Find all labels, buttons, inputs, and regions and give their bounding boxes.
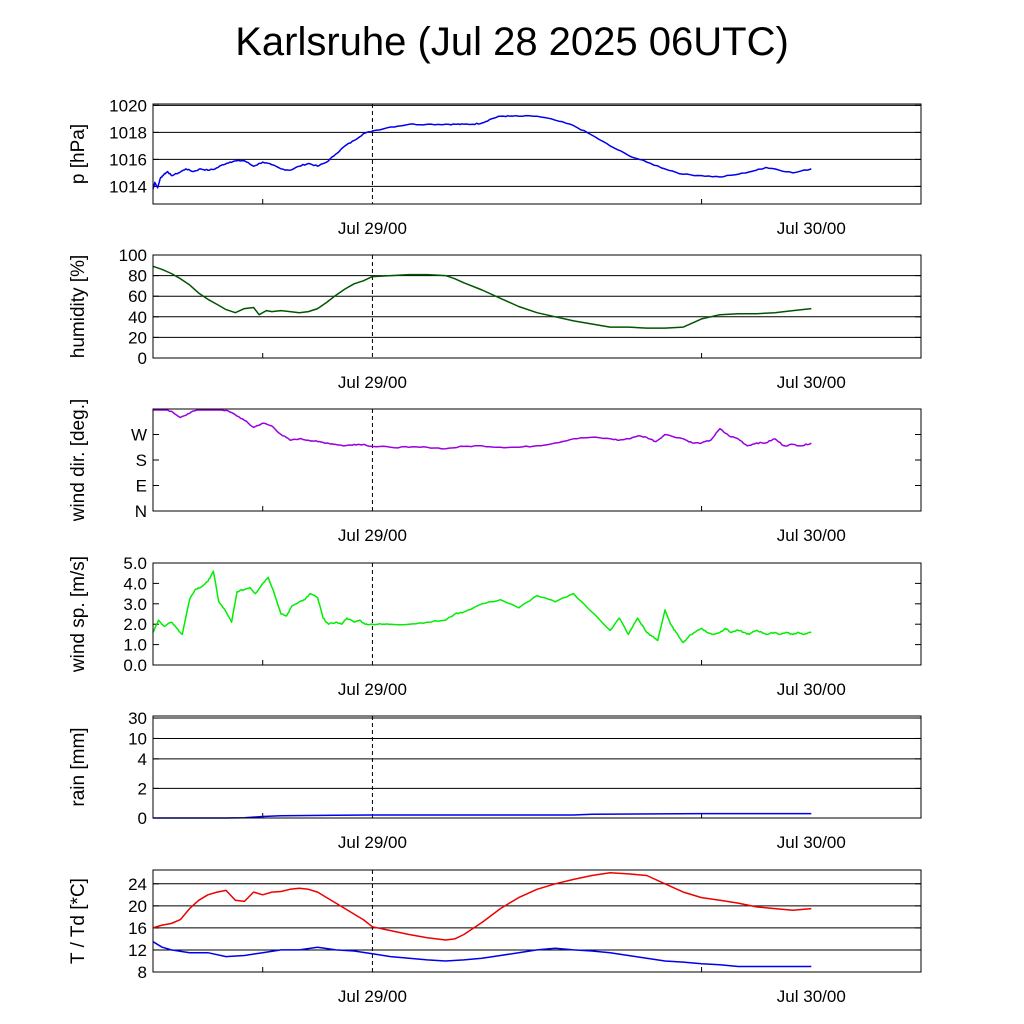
y-tick-label: 5.0 [123,554,147,573]
x-tick-label: Jul 29/00 [338,680,407,699]
y-tick-label: W [131,426,147,445]
y-tick-label: 0 [138,809,147,828]
y-tick-label: S [136,451,147,470]
y-tick-label: 24 [128,875,147,894]
series-line-0 [152,570,812,644]
y-axis-label: T / Td [*C] [68,878,89,964]
series-line-1 [152,941,812,968]
y-tick-label: 0 [138,349,147,368]
series-line-0 [153,409,812,450]
x-tick-label: Jul 30/00 [777,680,846,699]
y-tick-label: 16 [128,919,147,938]
y-tick-label: 60 [128,287,147,306]
y-tick-label: 2.0 [123,615,147,634]
x-tick-label: Jul 29/00 [338,219,407,238]
plot-frame [152,715,922,819]
y-tick-label: 40 [128,308,147,327]
y-axis-label: humidity [%] [68,255,89,358]
y-tick-label: 3.0 [123,595,147,614]
plot-frame [152,254,922,359]
y-tick-label: 20 [128,897,147,916]
y-tick-label: 12 [128,941,147,960]
series-line-0 [153,812,812,819]
y-tick-label: 80 [128,267,147,286]
x-tick-label: Jul 29/00 [338,833,407,852]
series-line-0 [152,872,812,941]
x-tick-label: Jul 30/00 [777,373,846,392]
x-tick-label: Jul 29/00 [338,987,407,1006]
y-tick-label: 4 [138,750,147,769]
panel-pressure: 1014 1016 1018 1020 Jul 29/00 Jul 30/00 p [hPa… [68,96,922,238]
y-tick-label: 10 [128,729,147,748]
y-tick-label: 1018 [109,123,147,142]
plot-frame [152,869,922,973]
y-axis-label: rain [mm] [68,727,89,806]
plot-frame [152,562,922,666]
y-axis-label: p [hPa] [68,124,89,184]
y-tick-label: E [136,477,147,496]
y-axis-label: wind dir. [deg.] [68,399,89,523]
panel-wind-speed: 0.01.0 2.03.0 4.05.0 Jul 29/00 Jul 30/00 wind… [68,554,922,699]
x-tick-label: Jul 30/00 [777,526,846,545]
x-tick-label: Jul 30/00 [777,987,846,1006]
x-tick-label: Jul 29/00 [338,373,407,392]
x-tick-label: Jul 29/00 [338,526,407,545]
y-tick-label: 1.0 [123,636,147,655]
x-tick-label: Jul 30/00 [777,219,846,238]
x-tick-label: Jul 30/00 [777,833,846,852]
y-tick-label: 0.0 [123,656,147,675]
panel-temperature: 8 12 16 20 24 Jul 29/00 Jul 30/00 T / Td [*C] [68,869,922,1006]
series-line-0 [152,114,812,190]
y-tick-label: 4.0 [123,574,147,593]
y-tick-label: 1014 [109,177,147,196]
y-tick-label: N [135,502,147,521]
y-tick-label: 30 [128,709,147,728]
y-tick-label: 1016 [109,150,147,169]
y-tick-label: 100 [119,246,147,265]
chart-title: Karlsruhe (Jul 28 2025 06UTC) [235,20,789,64]
y-tick-label: 20 [128,328,147,347]
y-tick-label: 8 [138,963,147,982]
y-tick-label: 1020 [109,96,147,115]
y-axis-label: wind sp. [m/s] [68,556,89,673]
y-tick-label: 2 [138,779,147,798]
series-line-0 [152,265,812,329]
plot-frame [152,103,922,205]
plot-frame [152,408,922,512]
